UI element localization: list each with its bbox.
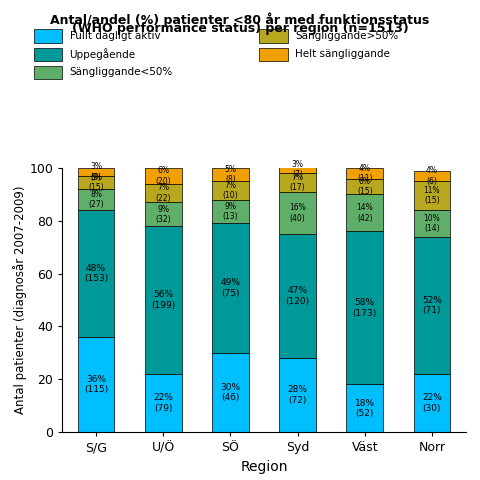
Bar xyxy=(279,234,316,358)
Text: 9%
(13): 9% (13) xyxy=(223,202,238,221)
Text: 11%
(15): 11% (15) xyxy=(424,186,440,205)
Text: Fullt dagligt aktiv: Fullt dagligt aktiv xyxy=(70,31,160,41)
Text: Uppegående: Uppegående xyxy=(70,48,136,60)
Text: Sängliggande>50%: Sängliggande>50% xyxy=(295,31,398,41)
Bar xyxy=(78,168,115,176)
Text: 48%
(153): 48% (153) xyxy=(84,264,108,283)
Text: Antal/andel (%) patienter <80 år med funktionsstatus: Antal/andel (%) patienter <80 år med fun… xyxy=(50,12,430,26)
Bar xyxy=(145,184,181,203)
Bar xyxy=(212,200,249,224)
Bar xyxy=(279,173,316,192)
Bar xyxy=(145,168,181,184)
Text: Sängliggande<50%: Sängliggande<50% xyxy=(70,68,173,77)
Text: 16%
(40): 16% (40) xyxy=(289,203,306,223)
Bar xyxy=(78,210,115,337)
Bar xyxy=(78,337,115,432)
Bar xyxy=(413,181,450,210)
Bar xyxy=(413,237,450,374)
Text: 52%
(71): 52% (71) xyxy=(422,296,442,315)
Text: 10%
(14): 10% (14) xyxy=(424,214,440,233)
Text: 9%
(32): 9% (32) xyxy=(156,204,171,224)
Text: 49%
(75): 49% (75) xyxy=(220,278,240,298)
Bar xyxy=(279,192,316,234)
Bar xyxy=(413,374,450,432)
Text: 3%
(7): 3% (7) xyxy=(291,160,303,179)
Text: (WHO performance status) per region (n=1513): (WHO performance status) per region (n=1… xyxy=(72,22,408,35)
Text: 36%
(115): 36% (115) xyxy=(84,375,108,394)
Text: 8%
(27): 8% (27) xyxy=(88,190,104,209)
Bar xyxy=(145,226,181,374)
Text: 6%
(15): 6% (15) xyxy=(357,177,372,196)
Text: 6%
(20): 6% (20) xyxy=(156,166,171,186)
Text: 47%
(120): 47% (120) xyxy=(286,287,310,306)
Bar xyxy=(279,165,316,173)
Bar xyxy=(346,384,383,432)
Text: 4%
(6): 4% (6) xyxy=(426,166,438,186)
X-axis label: Region: Region xyxy=(240,459,288,474)
Text: 4%
(11): 4% (11) xyxy=(357,164,372,183)
Y-axis label: Antal patienter (diagnosår 2007-2009): Antal patienter (diagnosår 2007-2009) xyxy=(13,186,27,414)
Bar xyxy=(279,358,316,432)
Bar xyxy=(346,231,383,384)
Text: 3%
(9): 3% (9) xyxy=(90,162,102,181)
Bar xyxy=(212,181,249,200)
Bar xyxy=(212,224,249,353)
Bar xyxy=(212,353,249,432)
Bar xyxy=(346,179,383,194)
Bar xyxy=(145,374,181,432)
Text: 7%
(22): 7% (22) xyxy=(156,183,171,203)
Text: 5%
(8): 5% (8) xyxy=(224,165,236,184)
Bar xyxy=(78,189,115,210)
Text: 22%
(79): 22% (79) xyxy=(153,393,173,413)
Text: 30%
(46): 30% (46) xyxy=(220,383,240,402)
Text: 14%
(42): 14% (42) xyxy=(357,203,373,223)
Text: 5%
(15): 5% (15) xyxy=(88,173,104,192)
Bar xyxy=(78,176,115,189)
Bar xyxy=(346,168,383,179)
Text: 7%
(10): 7% (10) xyxy=(223,181,238,200)
Text: 22%
(30): 22% (30) xyxy=(422,393,442,413)
Bar xyxy=(413,210,450,237)
Bar xyxy=(346,194,383,231)
Text: Helt sängliggande: Helt sängliggande xyxy=(295,49,390,59)
Text: 28%
(72): 28% (72) xyxy=(288,385,308,405)
Text: 56%
(199): 56% (199) xyxy=(151,290,175,310)
Bar xyxy=(212,168,249,181)
Bar xyxy=(145,203,181,226)
Text: 58%
(173): 58% (173) xyxy=(353,298,377,318)
Text: 7%
(17): 7% (17) xyxy=(290,173,305,192)
Bar xyxy=(413,170,450,181)
Text: 18%
(52): 18% (52) xyxy=(355,398,375,418)
